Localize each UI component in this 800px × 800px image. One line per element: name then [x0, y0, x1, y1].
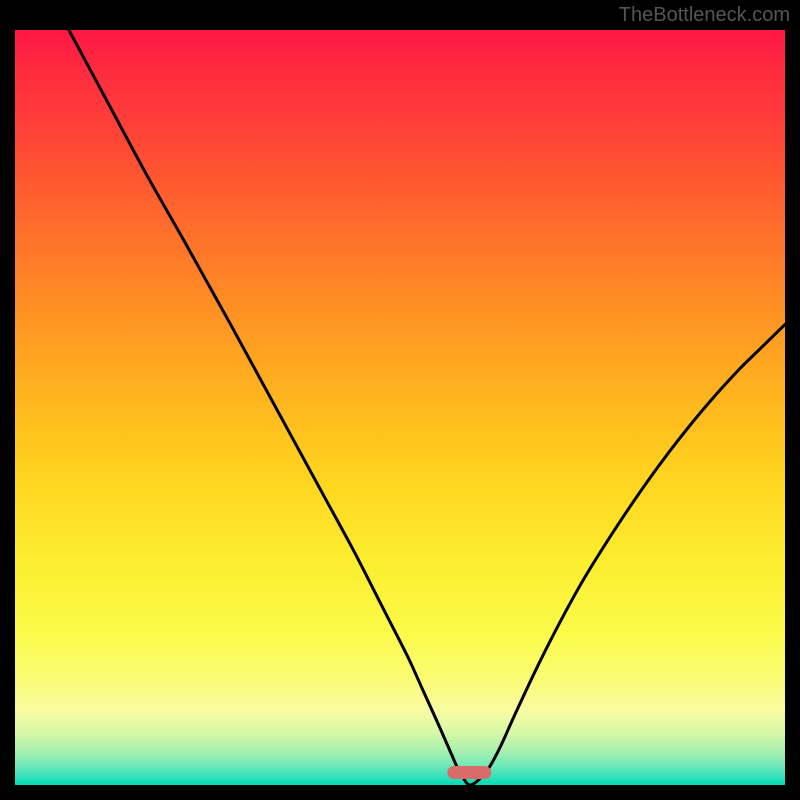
bottleneck-optimum-marker [447, 766, 491, 779]
watermark-text: TheBottleneck.com [619, 4, 790, 27]
bottleneck-chart [0, 0, 800, 800]
chart-container: TheBottleneck.com [0, 0, 800, 800]
